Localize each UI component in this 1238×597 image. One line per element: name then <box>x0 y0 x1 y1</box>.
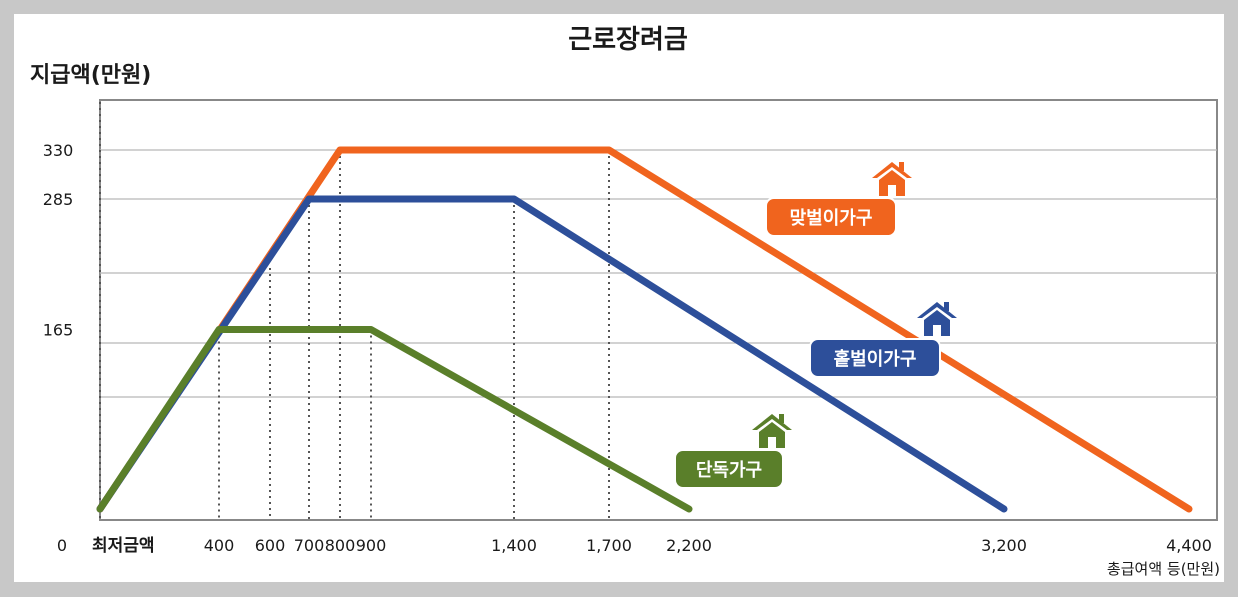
y-tick-label: 285 <box>43 190 74 209</box>
series-label-badge <box>765 197 897 237</box>
grid <box>100 149 1217 398</box>
series-lines <box>96 146 1193 513</box>
x-tick-label: 최저금액 <box>92 536 155 556</box>
x-tick-label: 4,400 <box>1166 536 1212 555</box>
x-tick-label: 800 <box>325 536 356 555</box>
x-tick-label: 1,400 <box>491 536 537 555</box>
series-label-badge <box>809 338 941 378</box>
house-roof <box>872 162 912 178</box>
x-tick-label: 1,700 <box>586 536 632 555</box>
house-roof <box>917 302 957 318</box>
x-ticks: 최저금액 400 600 700 800 900 1,400 1,700 2,200 3,200 4… <box>92 536 1212 556</box>
series-label-text: 홑벌이가구 <box>834 348 917 370</box>
series-label-text: 맞벌이가구 <box>790 208 873 229</box>
series-label-text: 단독가구 <box>696 460 762 481</box>
house-icon <box>752 414 792 448</box>
y-ticks: 0 165 285 330 <box>43 141 74 555</box>
house-icon <box>872 162 912 196</box>
house-body <box>924 310 950 336</box>
x-tick-label: 900 <box>356 536 387 555</box>
house-door <box>888 185 896 196</box>
x-tick-label: 2,200 <box>666 536 712 555</box>
y-tick-label: 330 <box>43 141 74 160</box>
x-tick-label: 400 <box>204 536 235 555</box>
house-door <box>933 325 941 336</box>
house-roof <box>752 414 792 430</box>
reference-lines <box>99 102 610 520</box>
series-label-badge <box>674 449 784 489</box>
plot-area <box>99 99 1218 521</box>
y-axis-label: 지급액(만원) <box>30 63 151 88</box>
chart-frame: 근로장려금 지급액(만원) 총급여액 등(만원) 0 165 285 330 최저금액… <box>14 14 1224 582</box>
y-tick-label: 0 <box>57 536 67 555</box>
house-body <box>879 170 905 196</box>
house-icon <box>917 302 957 336</box>
house-chimney <box>899 162 904 171</box>
x-tick-label: 600 <box>255 536 286 555</box>
y-tick-label: 165 <box>43 321 74 340</box>
house-chimney <box>779 414 784 423</box>
chart-title: 근로장려금 <box>568 25 688 55</box>
series-line-단독가구 <box>96 326 693 513</box>
x-axis-label: 총급여액 등(만원) <box>1107 560 1220 578</box>
x-tick-label: 3,200 <box>981 536 1027 555</box>
house-chimney <box>944 302 949 311</box>
x-tick-label: 700 <box>294 536 325 555</box>
house-door <box>768 437 776 448</box>
house-body <box>759 422 785 448</box>
benefit-chart: 근로장려금 지급액(만원) 총급여액 등(만원) 0 165 285 330 최저금액… <box>30 25 1220 578</box>
